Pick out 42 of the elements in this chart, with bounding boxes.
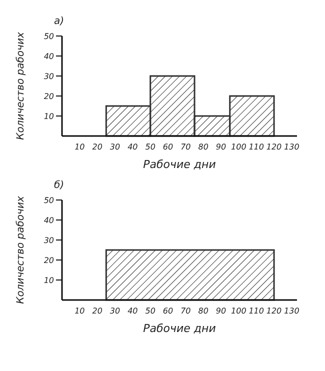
- x-tick-label: 100: [231, 306, 246, 316]
- x-tick-label: 130: [284, 306, 300, 316]
- x-tick-label: 70: [180, 306, 191, 316]
- x-tick-label: 50: [145, 142, 156, 152]
- y-tick-label: 50: [44, 32, 54, 41]
- y-tick-label: 20: [44, 256, 54, 265]
- y-tick-label: 40: [44, 52, 54, 61]
- y-tick-label: 10: [44, 112, 54, 121]
- x-tick-label: 30: [110, 142, 120, 152]
- y-tick-label: 30: [44, 236, 54, 245]
- x-tick-label: 110: [248, 306, 264, 316]
- y-tick-label: 50: [44, 196, 54, 205]
- y-tick-label: 20: [44, 92, 54, 101]
- y-axis-title: Количество рабочих: [16, 32, 27, 140]
- x-tick-label: 10: [74, 142, 85, 152]
- x-axis-title: Рабочие дни: [143, 322, 216, 335]
- y-axis-title: Количество рабочих: [16, 196, 27, 304]
- y-tick-label: 10: [44, 276, 54, 285]
- x-tick-label: 100: [231, 142, 246, 152]
- x-tick-label: 70: [180, 142, 191, 152]
- x-tick-label: 80: [198, 306, 208, 316]
- x-tick-label: 60: [162, 142, 174, 152]
- x-tick-label: 30: [110, 306, 120, 316]
- x-tick-label: 10: [74, 306, 85, 316]
- x-tick-label: 110: [248, 142, 264, 152]
- chart-title: б): [54, 180, 64, 191]
- x-tick-label: 120: [266, 306, 282, 316]
- x-tick-label: 40: [128, 306, 138, 316]
- x-axis-title: Рабочие дни: [143, 158, 216, 171]
- x-tick-label: 50: [145, 306, 156, 316]
- x-tick-label: 80: [198, 142, 208, 152]
- chart-title: а): [54, 16, 64, 27]
- x-tick-label: 90: [216, 142, 226, 152]
- x-tick-label: 90: [216, 306, 226, 316]
- x-tick-label: 60: [162, 306, 174, 316]
- x-tick-label: 20: [92, 306, 102, 316]
- y-tick-label: 30: [44, 72, 54, 81]
- x-tick-label: 40: [128, 142, 138, 152]
- x-tick-label: 120: [266, 142, 282, 152]
- x-tick-label: 130: [284, 142, 300, 152]
- x-tick-label: 20: [92, 142, 102, 152]
- y-tick-label: 40: [44, 216, 54, 225]
